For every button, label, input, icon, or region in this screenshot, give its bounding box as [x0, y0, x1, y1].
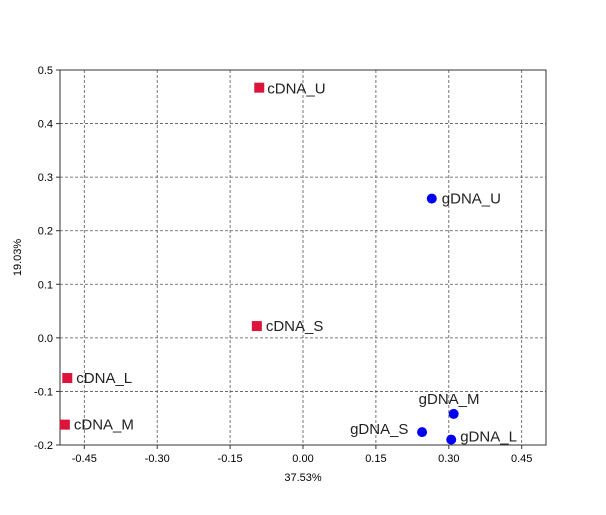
point-gdna-u-marker [426, 193, 437, 204]
grid-lines [60, 70, 546, 445]
x-tick-label: -0.15 [218, 453, 243, 465]
y-tick-label: 0.3 [38, 172, 53, 184]
point-gdna-u-label: gDNA_U [442, 191, 501, 208]
point-cdna-l-label: cDNA_L [76, 370, 132, 387]
point-gdna-s-marker [417, 427, 428, 438]
y-tick-label: -0.1 [34, 386, 53, 398]
y-tick-label: -0.2 [34, 440, 53, 452]
point-labels: cDNA_U cDNA_S cDNA_L cDNA_M gDNA_U gDNA_M gDNA… [74, 81, 517, 446]
point-cdna-l-marker [62, 373, 73, 384]
y-tick-label: 0.2 [38, 226, 53, 238]
point-gdna-s-label: gDNA_S [350, 421, 408, 438]
x-axis-title: 37.53% [284, 472, 322, 484]
x-tick-label: 0.00 [292, 453, 313, 465]
y-tick-label: 0.4 [38, 119, 53, 131]
y-tick-label: 0.1 [38, 279, 53, 291]
x-tick-labels: -0.45 -0.30 -0.15 0.00 0.15 0.30 0.45 [72, 453, 533, 465]
tick-marks [56, 69, 523, 449]
x-tick-label: 0.30 [438, 453, 459, 465]
point-gdna-l-label: gDNA_L [460, 429, 517, 446]
y-tick-label: 0.0 [38, 333, 53, 345]
point-gdna-m-marker [448, 408, 459, 419]
x-tick-label: 0.45 [511, 453, 532, 465]
point-cdna-u-marker [254, 82, 265, 93]
point-gdna-l-marker [446, 434, 457, 445]
x-tick-label: -0.30 [145, 453, 170, 465]
x-tick-label: -0.45 [72, 453, 97, 465]
x-tick-label: 0.15 [365, 453, 386, 465]
y-axis-title: 19.03% [12, 239, 24, 277]
point-cdna-s-marker [251, 321, 262, 332]
y-tick-label: 0.5 [38, 65, 53, 77]
point-cdna-u-label: cDNA_U [267, 81, 325, 98]
point-cdna-s-label: cDNA_S [266, 318, 324, 335]
y-tick-labels: -0.2 -0.1 0.0 0.1 0.2 0.3 0.4 0.5 [34, 65, 53, 452]
point-cdna-m-label: cDNA_M [74, 417, 134, 434]
data-points [59, 82, 459, 445]
point-gdna-m-label: gDNA_M [419, 391, 480, 408]
point-cdna-m-marker [59, 419, 70, 430]
